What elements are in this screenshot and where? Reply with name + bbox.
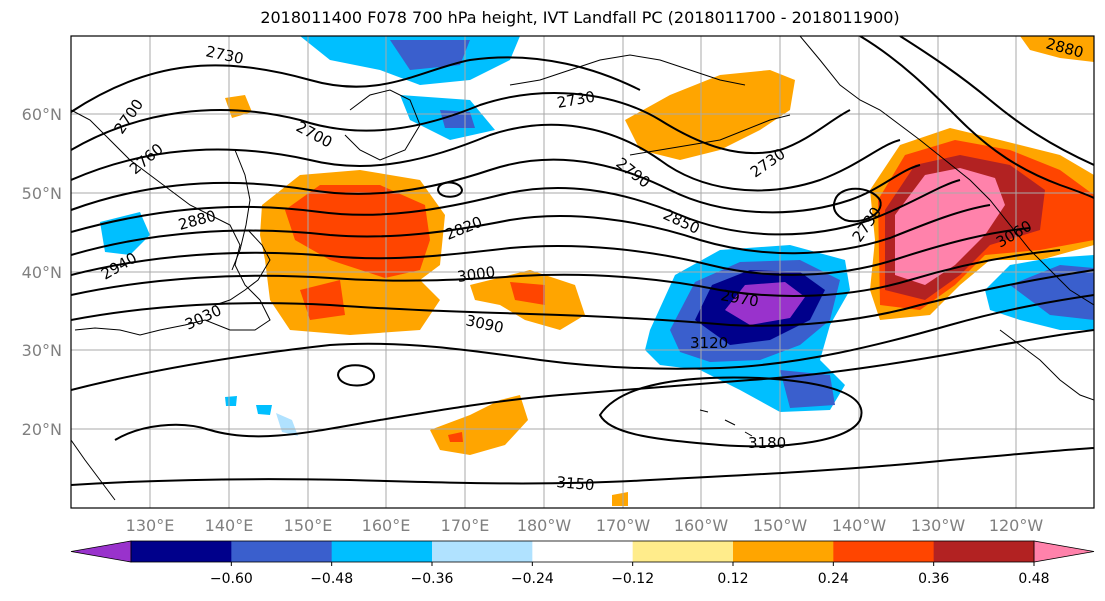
height-contours xyxy=(71,36,1094,486)
ivt-positive-region xyxy=(625,70,795,160)
ivt-negative-small xyxy=(256,405,272,415)
colorbar-segment xyxy=(933,541,1035,562)
lon-label: 150°W xyxy=(753,516,808,535)
lat-label: 60°N xyxy=(22,105,62,124)
ivt-negative-mid xyxy=(1010,265,1094,320)
colorbar-segment xyxy=(331,541,433,562)
colorbar-tick-label: 0.48 xyxy=(1018,571,1049,587)
lat-label: 50°N xyxy=(22,184,62,203)
ivt-positive-core xyxy=(510,282,545,305)
colorbar-tick-label: −0.60 xyxy=(210,571,253,587)
colorbar-segment xyxy=(532,541,634,562)
colorbar-segment xyxy=(632,541,734,562)
ivt-negative-mid xyxy=(780,370,835,408)
lat-label: 30°N xyxy=(22,341,62,360)
lat-label: 40°N xyxy=(22,263,62,282)
lat-label: 20°N xyxy=(22,420,62,439)
contour-label: 3180 xyxy=(748,434,786,452)
lon-label: 170°E xyxy=(441,516,490,535)
ivt-positive-region xyxy=(225,95,252,118)
colorbar-tick-label: −0.12 xyxy=(611,571,654,587)
latitude-labels: 60°N 50°N 40°N 30°N 20°N xyxy=(22,105,62,439)
lon-label: 140°E xyxy=(205,516,254,535)
colorbar-tick-label: −0.36 xyxy=(411,571,454,587)
colorbar-segment xyxy=(432,541,533,562)
ivt-positive-core xyxy=(300,280,345,320)
colorbar-tick-label: 0.36 xyxy=(918,571,949,587)
map-frame xyxy=(70,35,1095,509)
contour-label: 3150 xyxy=(556,473,596,494)
colorbar-tick-label: −0.24 xyxy=(511,571,554,587)
lon-label: 130°E xyxy=(126,516,175,535)
colorbar-segment xyxy=(833,541,935,562)
colorbar-tick-label: −0.48 xyxy=(310,571,353,587)
lon-label: 140°W xyxy=(832,516,887,535)
ivt-negative-core xyxy=(390,40,470,70)
colorbar-tick-label: 0.24 xyxy=(818,571,849,587)
lon-label: 180°W xyxy=(517,516,572,535)
lon-label: 160°W xyxy=(674,516,729,535)
lon-label: 170°W xyxy=(596,516,651,535)
lon-label: 120°W xyxy=(989,516,1044,535)
colorbar-segment xyxy=(131,541,232,562)
colorbar-segment xyxy=(733,541,834,562)
colorbar: −0.60 −0.48 −0.36 −0.24 −0.12 0.12 0.24 0.36 0.4… xyxy=(70,540,1095,587)
longitude-labels: 130°E 140°E 150°E 160°E 170°E 180°W 170°… xyxy=(126,516,1044,535)
graticule xyxy=(71,36,1094,508)
contour-label: 3120 xyxy=(690,334,728,352)
shading-layer xyxy=(100,36,1094,506)
colorbar-extend-min xyxy=(70,540,132,563)
ivt-positive-core xyxy=(448,432,463,442)
ivt-positive-small xyxy=(612,492,628,506)
lon-label: 160°E xyxy=(362,516,411,535)
contour-label: 3000 xyxy=(456,263,496,286)
colorbar-segment xyxy=(231,541,333,562)
map-title: 2018011400 F078 700 hPa height, IVT Land… xyxy=(260,8,900,27)
colorbar-tick-label: 0.12 xyxy=(717,571,748,587)
lon-label: 130°W xyxy=(911,516,966,535)
ivt-negative-small xyxy=(276,413,298,436)
ivt-positive-region xyxy=(1020,36,1094,62)
ivt-negative-small xyxy=(225,396,237,406)
colorbar-extend-max xyxy=(1033,540,1095,563)
colorbar-frame xyxy=(130,540,1035,563)
coastlines xyxy=(71,36,1094,501)
lon-label: 150°E xyxy=(284,516,333,535)
